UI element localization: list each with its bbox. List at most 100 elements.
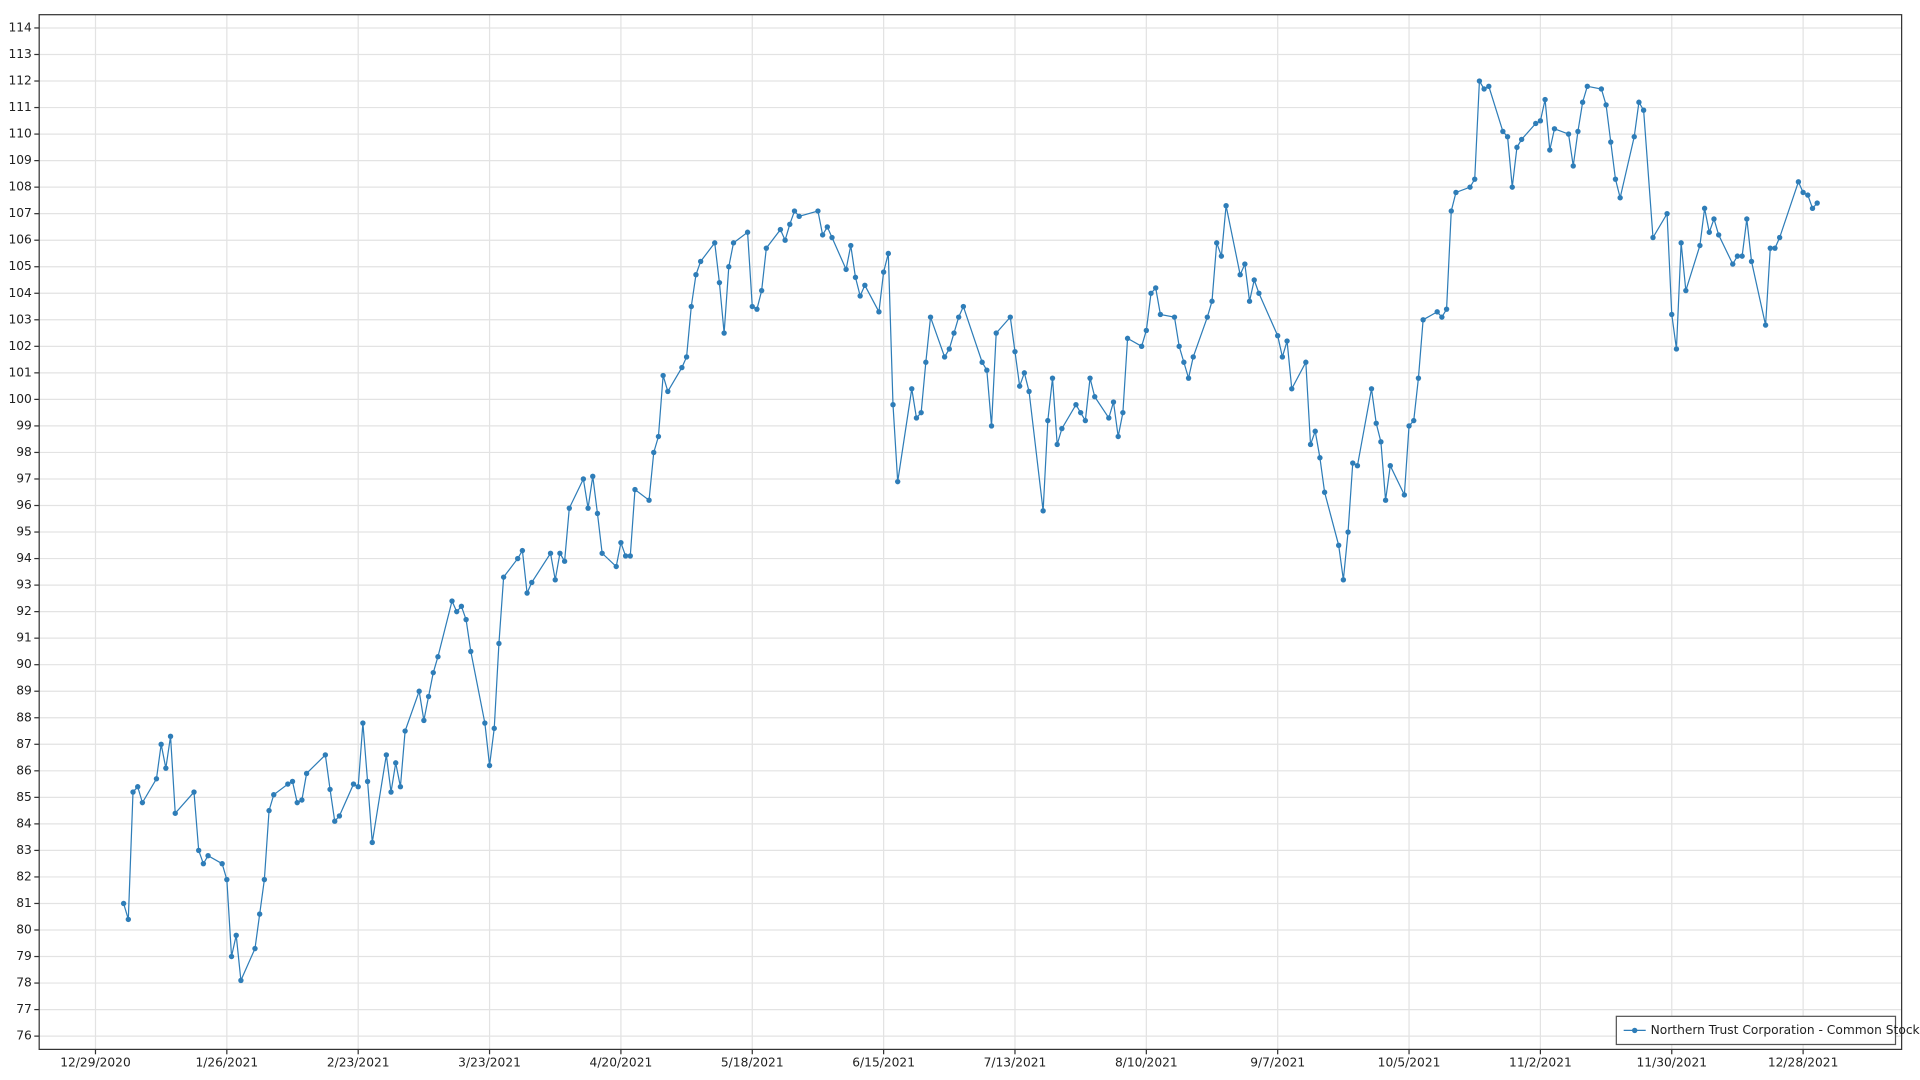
data-point	[1453, 189, 1459, 196]
data-point	[294, 799, 300, 806]
data-point	[519, 547, 526, 554]
y-tick-label: 82	[16, 869, 32, 883]
y-tick-label: 95	[16, 525, 32, 539]
data-point	[1448, 208, 1454, 214]
legend-label: Northern Trust Corporation - Common Stoc…	[1651, 1023, 1920, 1037]
data-point	[918, 409, 924, 416]
data-point	[744, 229, 751, 235]
data-point	[651, 449, 657, 456]
data-point	[716, 279, 723, 286]
data-point	[500, 574, 507, 580]
data-point	[266, 807, 272, 814]
data-point	[552, 577, 558, 583]
data-point	[1242, 261, 1248, 267]
data-point	[815, 208, 821, 214]
y-tick-label: 92	[16, 604, 32, 618]
data-point	[613, 563, 619, 570]
data-point	[1809, 205, 1816, 212]
data-point	[1368, 386, 1375, 392]
data-point	[1420, 317, 1426, 323]
data-point	[1312, 428, 1318, 434]
data-point	[1814, 200, 1820, 206]
data-point	[1176, 343, 1182, 350]
y-tick-label: 104	[8, 286, 32, 300]
y-tick-label: 108	[8, 180, 31, 194]
data-point	[1350, 460, 1356, 466]
data-point	[233, 932, 239, 938]
data-point	[876, 309, 882, 315]
data-point	[1157, 311, 1164, 318]
data-point	[894, 478, 901, 485]
data-point	[1223, 203, 1229, 209]
data-point	[1697, 242, 1703, 249]
data-point	[289, 778, 296, 785]
data-point	[332, 818, 338, 824]
data-point	[252, 945, 258, 952]
x-tick-label: 12/29/2020	[60, 1055, 131, 1069]
data-point	[951, 330, 957, 336]
data-point	[416, 688, 422, 694]
data-point	[1345, 529, 1351, 535]
data-point	[1387, 463, 1393, 469]
data-point	[383, 752, 390, 758]
data-point	[1439, 314, 1445, 320]
data-point	[1406, 423, 1412, 429]
y-tick-label: 80	[16, 923, 32, 937]
data-point	[1204, 314, 1211, 320]
y-tick-label: 89	[16, 684, 32, 698]
y-tick-label: 109	[8, 153, 31, 167]
data-point	[1584, 83, 1591, 90]
y-tick-label: 101	[8, 365, 31, 379]
data-point	[1321, 489, 1328, 495]
data-point	[1289, 386, 1295, 392]
y-tick-label: 77	[16, 1002, 32, 1016]
data-point	[1678, 240, 1684, 246]
legend-marker	[1632, 1027, 1638, 1034]
data-point	[397, 784, 404, 790]
data-point	[1143, 327, 1150, 334]
plot	[120, 78, 1820, 984]
data-point	[130, 789, 136, 795]
y-tick-label: 87	[16, 737, 32, 751]
data-point	[1120, 409, 1126, 416]
data-point	[1153, 285, 1159, 291]
data-point	[679, 364, 685, 371]
data-point	[726, 264, 732, 270]
data-point	[299, 797, 305, 803]
data-point	[327, 786, 333, 793]
data-point	[852, 274, 859, 281]
data-point	[1284, 338, 1290, 344]
data-point	[782, 237, 788, 243]
data-point	[350, 781, 357, 787]
y-tick-label: 85	[16, 790, 32, 804]
x-tick-label: 8/10/2021	[1115, 1055, 1178, 1069]
data-point	[791, 208, 798, 214]
data-point	[1481, 86, 1487, 92]
data-point	[1434, 309, 1440, 315]
data-point	[1744, 216, 1750, 222]
y-tick-label: 97	[16, 471, 32, 485]
y-tick-label: 98	[16, 445, 32, 459]
data-point	[1467, 184, 1473, 190]
data-point	[1551, 126, 1558, 132]
x-tick-label: 11/2/2021	[1509, 1055, 1572, 1069]
data-point	[1739, 253, 1745, 259]
data-point	[819, 232, 826, 238]
data-point	[712, 240, 718, 246]
data-point	[256, 911, 263, 917]
data-point	[829, 234, 835, 241]
data-point	[1185, 375, 1192, 381]
data-point	[224, 876, 230, 883]
data-point	[1565, 131, 1572, 137]
data-point	[1181, 359, 1187, 365]
data-point	[1092, 394, 1098, 400]
data-point	[191, 789, 197, 795]
data-point	[697, 258, 704, 265]
data-point	[1401, 492, 1408, 498]
data-point	[200, 860, 207, 867]
data-point	[1476, 78, 1483, 84]
data-point	[261, 876, 268, 883]
data-point	[683, 354, 690, 360]
